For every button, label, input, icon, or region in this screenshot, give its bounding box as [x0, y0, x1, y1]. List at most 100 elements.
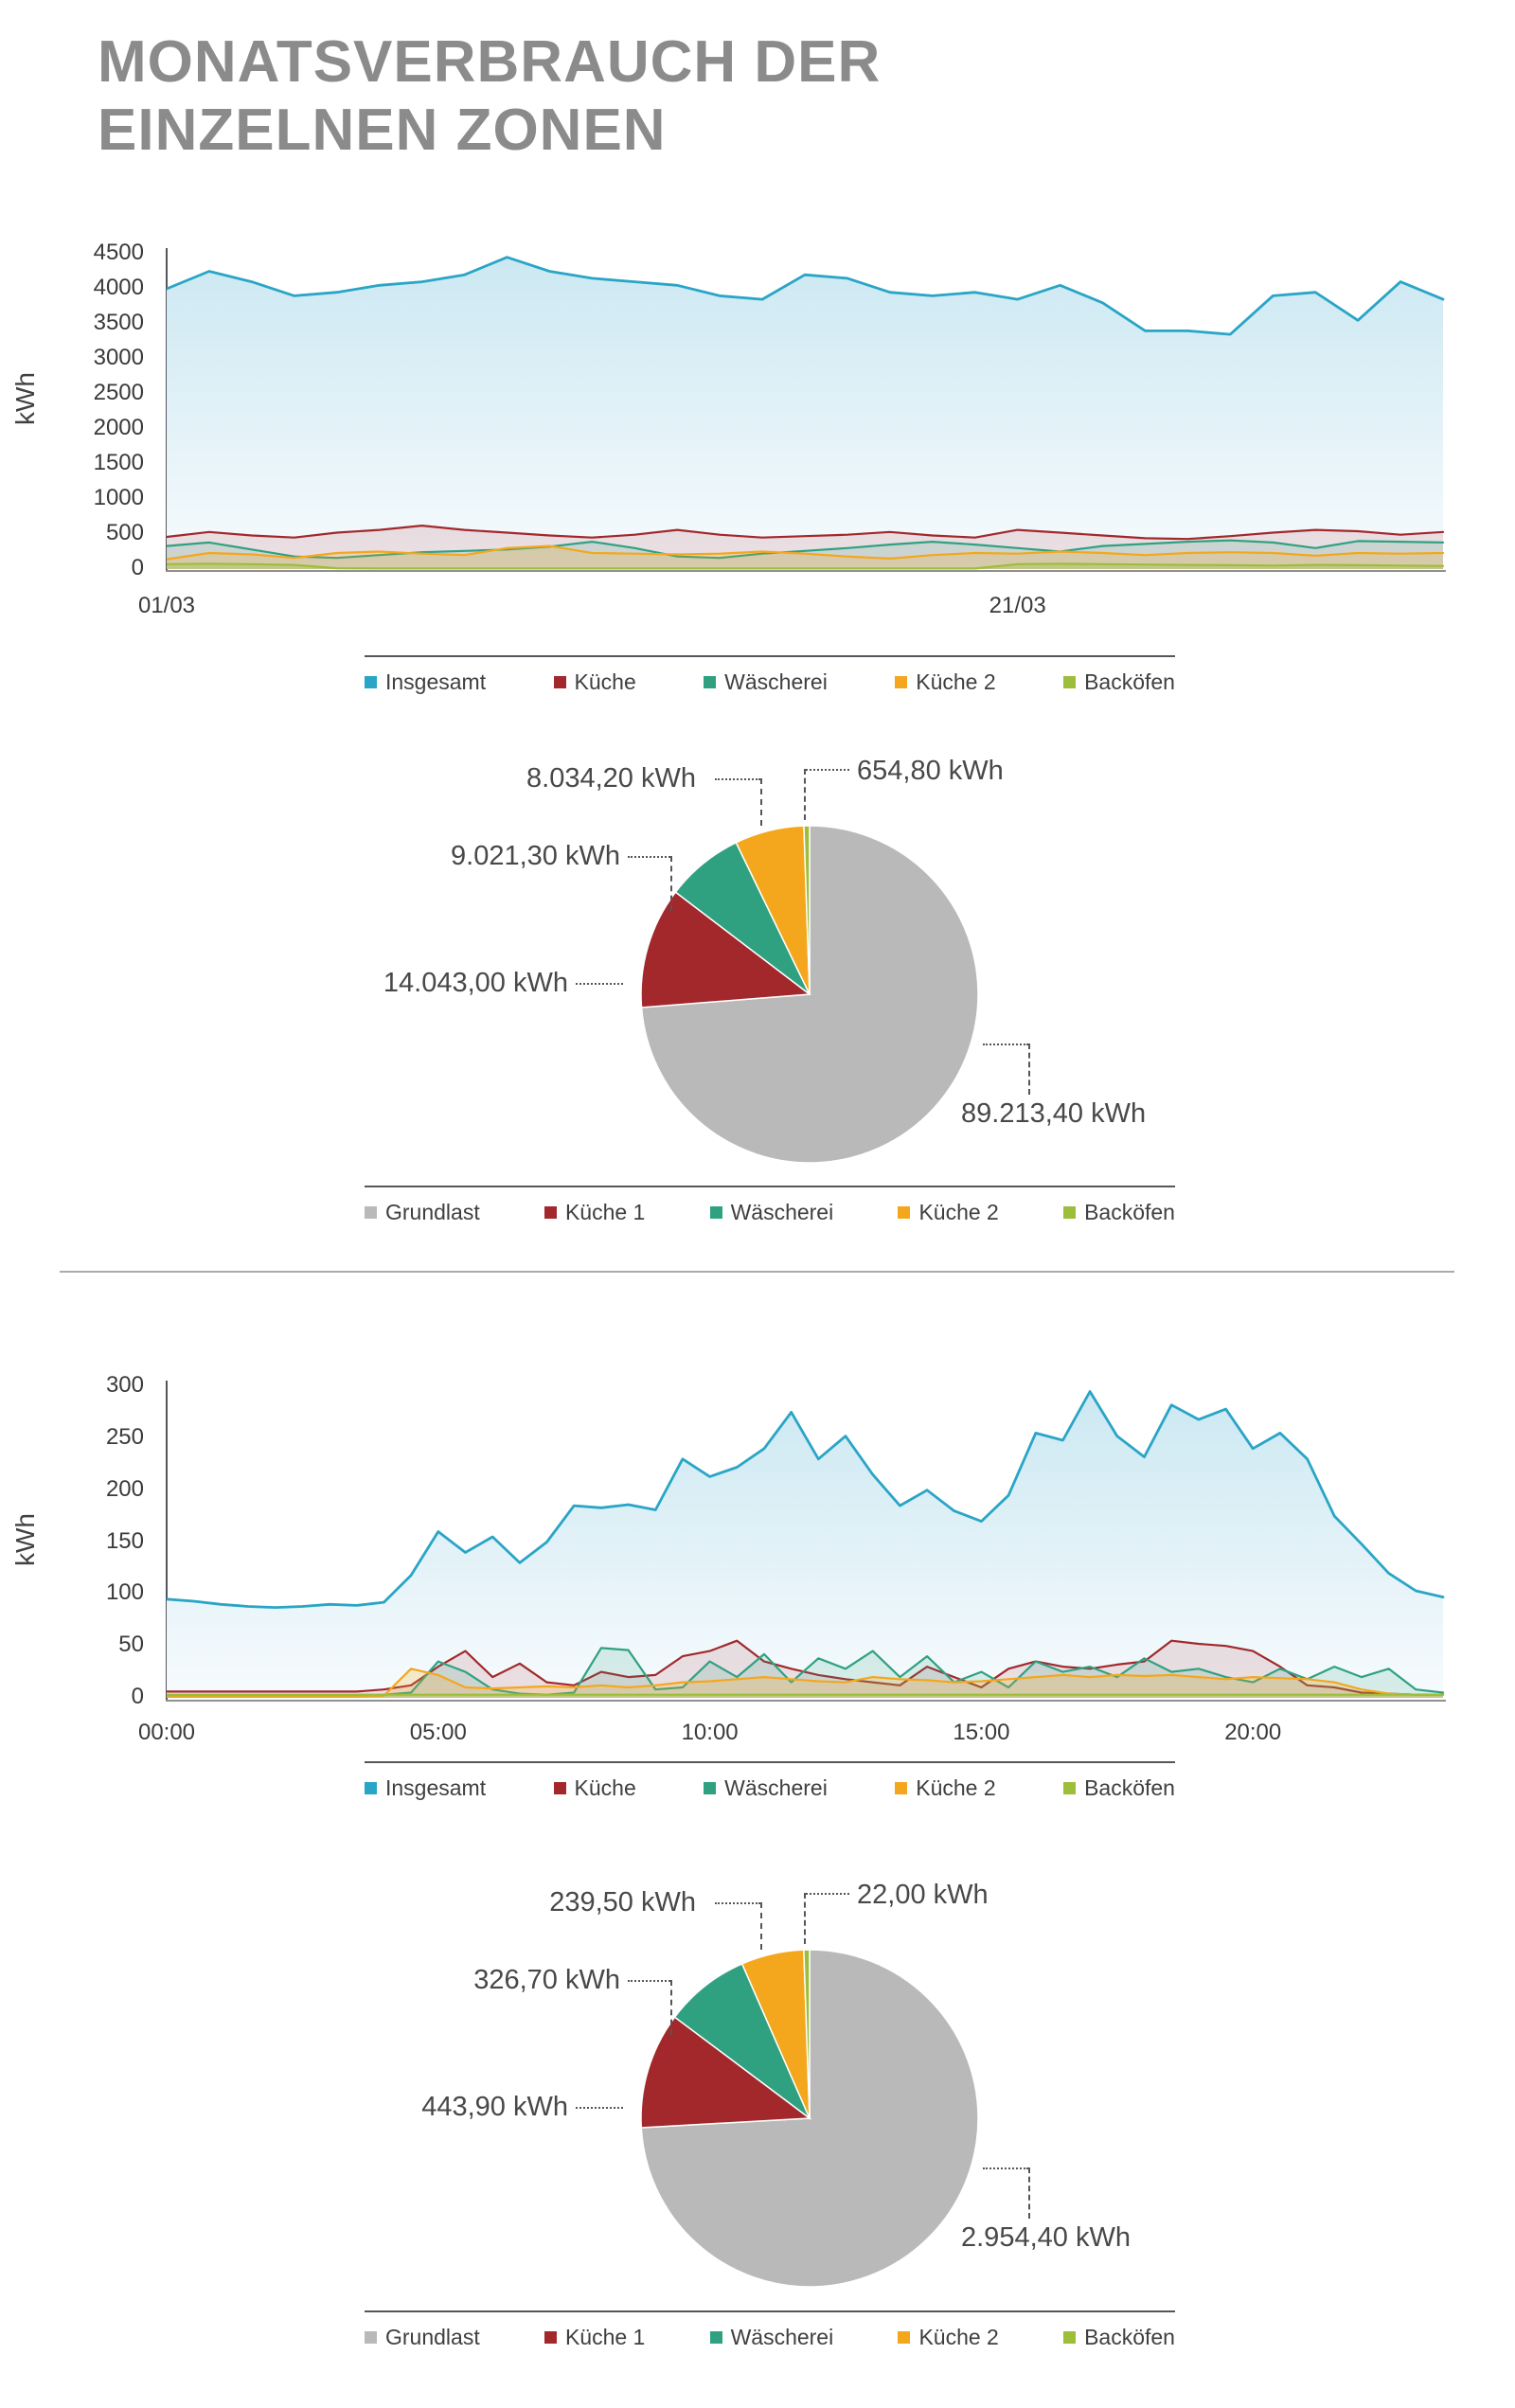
- daily-area-chart: [167, 1390, 1445, 1698]
- pie-label-waescherei: 326,70 kWh: [473, 1965, 620, 1995]
- series-line-Küche 2: [167, 544, 1445, 561]
- legend-item-Backöfen: Backöfen: [1063, 2325, 1175, 2350]
- y-tick-label: 500: [105, 520, 144, 545]
- legend-label: Küche 2: [916, 669, 996, 694]
- x-tick-label: 20:00: [1224, 1720, 1282, 1745]
- y-tick-label: 2000: [93, 415, 144, 440]
- legend-label: Wäscherei: [730, 2325, 834, 2349]
- leader-line-grundlast-v: [1028, 1043, 1030, 1095]
- leader-line-kueche-1-h: [576, 2107, 623, 2109]
- x-tick-label: 05:00: [409, 1720, 467, 1745]
- legend-swatch-icon: [553, 676, 566, 688]
- legend-swatch-icon: [898, 2331, 911, 2344]
- y-tick-label: 4500: [93, 240, 144, 265]
- y-tick-label: 0: [131, 555, 144, 580]
- legend-label: Küche: [574, 669, 636, 694]
- legend-swatch-icon: [553, 1782, 566, 1794]
- legend-item-Wäscherei: Wäscherei: [709, 1200, 834, 1225]
- y-tick-label: 50: [118, 1632, 144, 1658]
- pie-label-backoefen: 22,00 kWh: [857, 1880, 989, 1910]
- pie-label-kueche-2: 239,50 kWh: [549, 1887, 696, 1917]
- y-tick-label: 3000: [93, 345, 144, 370]
- pie-label-kueche-1: 14.043,00 kWh: [383, 968, 568, 998]
- pie-label-grundlast: 2.954,40 kWh: [961, 2222, 1131, 2253]
- leader-line-waescherei-h: [628, 856, 670, 858]
- series-area-Küche: [167, 1640, 1443, 1698]
- pie-label-grundlast: 89.213,40 kWh: [961, 1098, 1147, 1129]
- leader-line-grundlast-v: [1028, 2167, 1030, 2219]
- legend-item-Backöfen: Backöfen: [1063, 1200, 1175, 1225]
- legend-swatch-icon: [365, 1206, 377, 1219]
- legend-item-Grundlast: Grundlast: [365, 1200, 480, 1225]
- legend-swatch-icon: [709, 2331, 722, 2344]
- leader-line-waescherei-v: [670, 1980, 672, 2035]
- monthly-pie-chart: [640, 825, 979, 1164]
- y-tick-label: 0: [131, 1684, 144, 1709]
- legend-label: Wäscherei: [730, 1200, 834, 1224]
- y-tick-label: 4000: [93, 275, 144, 300]
- legend-label: Backöfen: [1084, 2325, 1175, 2349]
- legend-item-Küche: Küche: [553, 1775, 636, 1801]
- y-axis-line: [166, 1381, 168, 1702]
- legend-label: Insgesamt: [385, 669, 487, 694]
- x-tick-label: 10:00: [681, 1720, 739, 1745]
- legend-monthly-area: Insgesamt Küche Wäscherei Küche 2 Backöfen: [365, 655, 1175, 695]
- title-line-2: EINZELNEN ZONEN: [98, 98, 667, 163]
- legend-label: Backöfen: [1084, 1775, 1175, 1800]
- legend-label: Küche: [574, 1775, 636, 1800]
- legend-daily-pie: Grundlast Küche 1 Wäscherei Küche 2 Backöfen: [365, 2310, 1175, 2350]
- leader-line-backoefen-v: [804, 1893, 806, 1944]
- legend-label: Wäscherei: [724, 1775, 828, 1800]
- legend-swatch-icon: [895, 1782, 908, 1794]
- y-tick-label: 200: [105, 1475, 144, 1502]
- y-tick-label: 150: [105, 1527, 144, 1554]
- legend-item-Insgesamt: Insgesamt: [365, 1775, 486, 1801]
- leader-line-kueche-2-v: [760, 778, 762, 826]
- pie-label-kueche-1: 443,90 kWh: [421, 2092, 568, 2122]
- series-line-Küche 2: [167, 1668, 1445, 1698]
- y-tick-label: 1500: [93, 450, 144, 475]
- legend-swatch-icon: [365, 676, 377, 688]
- leader-line-kueche-2-h: [715, 1902, 760, 1904]
- legend-label: Küche 2: [916, 1775, 996, 1800]
- leader-line-backoefen-v: [804, 769, 806, 820]
- legend-swatch-icon: [895, 676, 908, 688]
- legend-label: Wäscherei: [724, 669, 828, 694]
- legend-item-Wäscherei: Wäscherei: [704, 669, 828, 695]
- legend-monthly-pie: Grundlast Küche 1 Wäscherei Küche 2 Backöfen: [365, 1186, 1175, 1225]
- legend-item-Insgesamt: Insgesamt: [365, 669, 486, 695]
- legend-item-Küche 2: Küche 2: [895, 1775, 996, 1801]
- series-line-Backöfen: [167, 562, 1445, 570]
- legend-label: Backöfen: [1084, 669, 1175, 694]
- legend-swatch-icon: [898, 1206, 911, 1219]
- y-tick-label: 250: [105, 1423, 144, 1450]
- pie-label-kueche-2: 8.034,20 kWh: [526, 763, 696, 794]
- legend-swatch-icon: [1063, 676, 1077, 688]
- legend-label: Backöfen: [1084, 1200, 1175, 1224]
- y-tick-label: 100: [105, 1579, 144, 1606]
- monthly-area-chart: [167, 256, 1445, 570]
- legend-swatch-icon: [1063, 1206, 1077, 1219]
- page-title: MONATSVERBRAUCH DER EINZELNEN ZONEN: [98, 28, 881, 165]
- legend-swatch-icon: [1063, 2331, 1077, 2344]
- legend-label: Küche 1: [564, 1200, 646, 1224]
- pie-label-waescherei: 9.021,30 kWh: [451, 841, 620, 871]
- legend-label: Grundlast: [385, 2325, 480, 2349]
- x-tick-label: 01/03: [137, 593, 196, 618]
- leader-line-waescherei-v: [670, 856, 672, 911]
- leader-line-waescherei-h: [628, 1980, 670, 1982]
- title-line-1: MONATSVERBRAUCH DER: [98, 29, 882, 95]
- leader-line-kueche-2-h: [715, 778, 760, 780]
- legend-swatch-icon: [1063, 1782, 1077, 1794]
- x-tick-label: 00:00: [137, 1720, 196, 1745]
- series-area-Wäscherei: [167, 540, 1443, 569]
- y-tick-label: 300: [105, 1372, 144, 1398]
- legend-swatch-icon: [365, 1782, 377, 1794]
- series-line-Insgesamt: [167, 1390, 1445, 1609]
- legend-swatch-icon: [709, 1206, 722, 1219]
- legend-label: Grundlast: [385, 1200, 480, 1224]
- legend-item-Küche: Küche: [553, 669, 636, 695]
- legend-swatch-icon: [544, 1206, 557, 1219]
- legend-daily-area: Insgesamt Küche Wäscherei Küche 2 Backöfen: [365, 1761, 1175, 1801]
